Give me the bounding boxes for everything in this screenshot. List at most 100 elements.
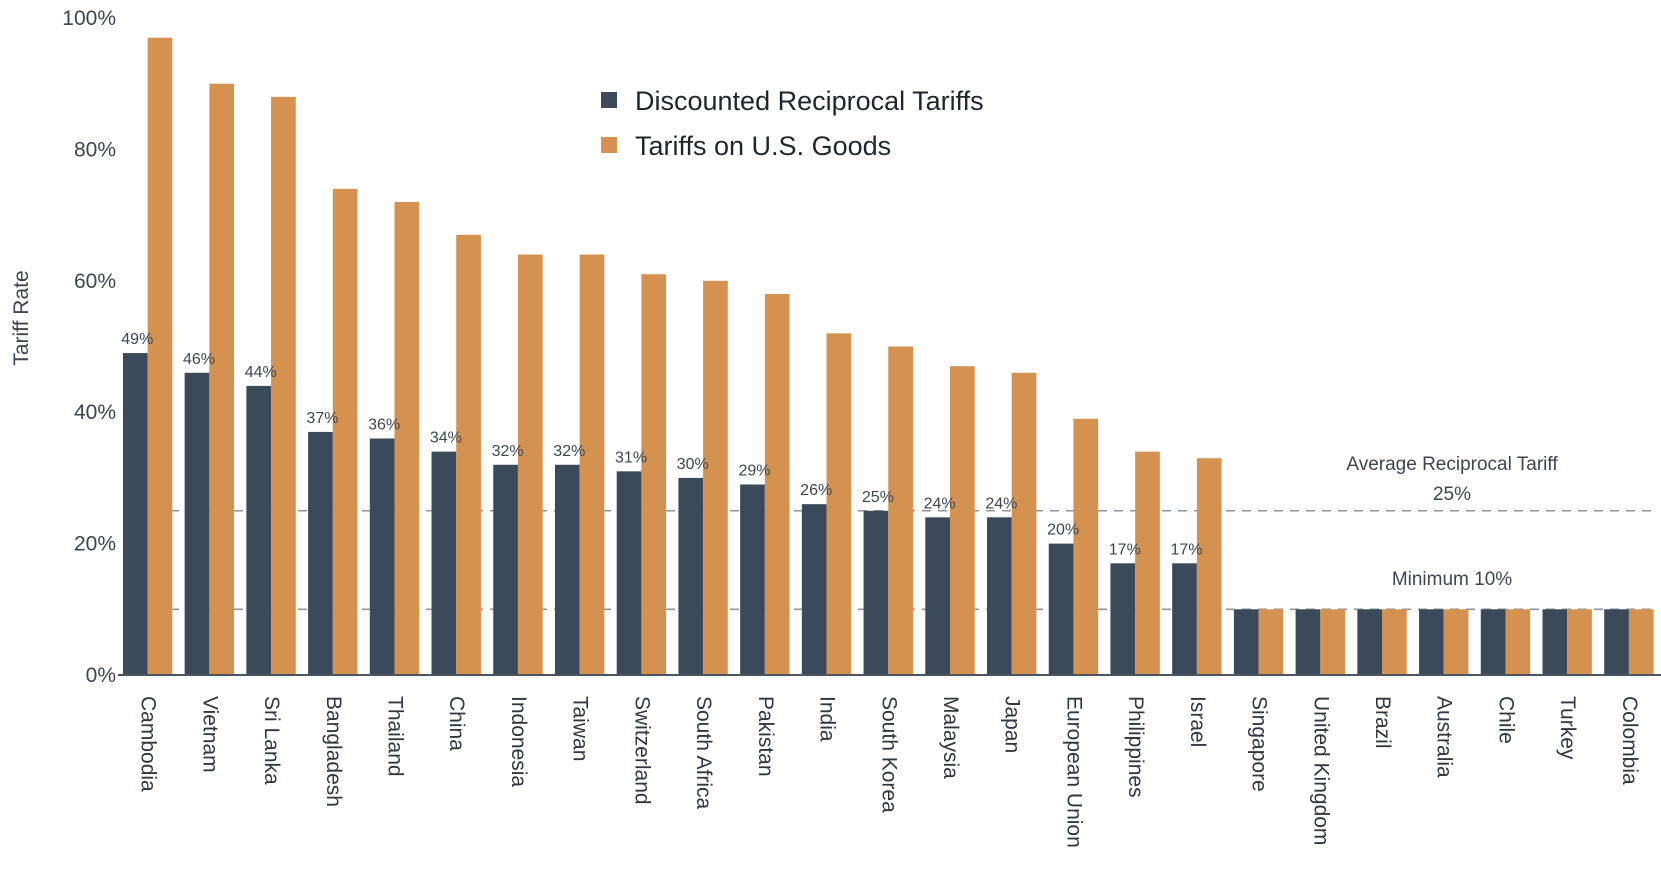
category-label: Australia	[1433, 696, 1456, 778]
bar-tariffs-on-us-goods	[1443, 609, 1469, 675]
data-label: 17%	[1171, 541, 1203, 558]
y-axis: Tariff Rate 0% 20% 40% 60% 80% 100%	[10, 7, 116, 687]
bar-discounted-reciprocal	[493, 464, 518, 675]
bar-tariffs-on-us-goods	[826, 333, 852, 675]
y-axis-title: Tariff Rate	[10, 270, 33, 365]
category-label: Thailand	[384, 696, 407, 777]
bar-discounted-reciprocal	[987, 517, 1012, 675]
minimum-tariff-annotation: Minimum 10%	[1392, 569, 1512, 590]
category-label: Japan	[1001, 696, 1024, 753]
data-label: 29%	[738, 462, 770, 479]
category-label: Malaysia	[939, 696, 962, 779]
bar-discounted-reciprocal	[122, 353, 148, 675]
bar-tariffs-on-us-goods	[764, 293, 790, 675]
category-label: Colombia	[1618, 696, 1641, 785]
y-tick-labels: 0% 20% 40% 60% 80% 100%	[62, 7, 116, 687]
category-label: Chile	[1494, 696, 1517, 744]
bar-tariffs-on-us-goods	[1320, 609, 1345, 675]
category-label: Switzerland	[630, 696, 653, 805]
bar-discounted-reciprocal	[369, 438, 395, 675]
bar-discounted-reciprocal	[1048, 543, 1074, 675]
category-label: Vietnam	[198, 696, 221, 773]
bar-discounted-reciprocal	[616, 471, 642, 675]
bar-tariffs-on-us-goods	[579, 254, 605, 675]
data-label: 44%	[245, 364, 277, 381]
bar-discounted-reciprocal	[1357, 609, 1383, 675]
y-tick-label: 80%	[74, 138, 116, 161]
category-label: Philippines	[1124, 696, 1147, 798]
bar-discounted-reciprocal	[184, 372, 210, 675]
avg-tariff-annotation-line2: 25%	[1433, 484, 1471, 505]
category-labels: Cambodia Vietnam Sri Lanka Bangladesh Thaila…	[137, 696, 1641, 848]
category-label: United Kingdom	[1309, 696, 1332, 845]
bar-discounted-reciprocal	[740, 484, 765, 675]
bar-tariffs-on-us-goods	[1628, 609, 1654, 675]
bar-discounted-reciprocal	[1295, 609, 1321, 675]
bar-tariffs-on-us-goods	[456, 234, 481, 675]
category-label: Indonesia	[507, 696, 530, 787]
y-tick-label: 100%	[62, 7, 116, 30]
data-label: 32%	[492, 443, 524, 460]
category-label: South Africa	[692, 696, 715, 810]
bar-discounted-reciprocal	[1110, 563, 1136, 675]
bar-tariffs-on-us-goods	[1258, 609, 1284, 675]
bar-discounted-reciprocal	[801, 504, 827, 675]
bar-discounted-reciprocal	[863, 510, 889, 675]
bar-discounted-reciprocal	[1172, 563, 1197, 675]
bar-tariffs-on-us-goods	[1073, 418, 1099, 675]
legend-label-us-goods: Tariffs on U.S. Goods	[635, 131, 891, 161]
category-label: Singapore	[1248, 696, 1271, 792]
bar-tariffs-on-us-goods	[1196, 458, 1222, 675]
data-label: 20%	[1047, 522, 1079, 539]
bar-tariffs-on-us-goods	[332, 188, 358, 675]
bar-discounted-reciprocal	[1233, 609, 1259, 675]
data-label: 30%	[677, 456, 709, 473]
data-label: 36%	[368, 416, 400, 433]
category-label: Taiwan	[569, 696, 592, 761]
bar-discounted-reciprocal	[308, 431, 333, 675]
bar-tariffs-on-us-goods	[1505, 609, 1531, 675]
data-label: 32%	[553, 443, 585, 460]
category-label: Bangladesh	[322, 696, 345, 807]
category-label: Brazil	[1371, 696, 1394, 749]
data-label: 24%	[924, 495, 956, 512]
data-labels: 49% 46% 44% 37% 36% 34% 32% 32% 31% 30% 29% 26% 25% 2…	[121, 331, 1202, 558]
bar-tariffs-on-us-goods	[1135, 451, 1160, 675]
legend: Discounted Reciprocal Tariffs Tariffs on…	[601, 86, 984, 161]
bar-tariffs-on-us-goods	[1382, 609, 1407, 675]
bar-tariffs-on-us-goods	[517, 254, 543, 675]
reference-annotations: Average Reciprocal Tariff 25% Minimum 10…	[1346, 454, 1558, 590]
y-tick-label: 0%	[86, 664, 116, 687]
category-label: India	[816, 696, 839, 742]
category-label: Pakistan	[754, 696, 777, 777]
bar-discounted-reciprocal	[431, 451, 457, 675]
category-label: European Union	[1062, 696, 1085, 848]
bar-discounted-reciprocal	[246, 385, 272, 675]
legend-swatch-discounted	[601, 92, 617, 108]
bar-tariffs-on-us-goods	[949, 366, 975, 675]
y-tick-label: 40%	[74, 401, 116, 424]
data-label: 49%	[121, 331, 153, 348]
category-label: Cambodia	[137, 696, 160, 792]
legend-label-discounted: Discounted Reciprocal Tariffs	[635, 86, 984, 116]
data-label: 26%	[800, 482, 832, 499]
bar-discounted-reciprocal	[1480, 609, 1506, 675]
bar-discounted-reciprocal	[925, 517, 950, 675]
data-label: 17%	[1109, 541, 1141, 558]
bar-tariffs-on-us-goods	[1567, 609, 1592, 675]
bar-tariffs-on-us-goods	[641, 274, 667, 675]
data-label: 31%	[615, 449, 647, 466]
y-tick-label: 60%	[74, 270, 116, 293]
bar-discounted-reciprocal	[1542, 609, 1568, 675]
bar-discounted-reciprocal	[678, 477, 704, 675]
category-label: Sri Lanka	[260, 696, 283, 785]
bar-discounted-reciprocal	[1419, 609, 1444, 675]
data-label: 24%	[985, 495, 1017, 512]
category-label: South Korea	[877, 696, 900, 813]
category-label: China	[445, 696, 468, 751]
bar-tariffs-on-us-goods	[394, 201, 420, 675]
y-tick-label: 20%	[74, 533, 116, 556]
category-label: Israel	[1186, 696, 1209, 747]
category-label: Turkey	[1556, 696, 1579, 760]
